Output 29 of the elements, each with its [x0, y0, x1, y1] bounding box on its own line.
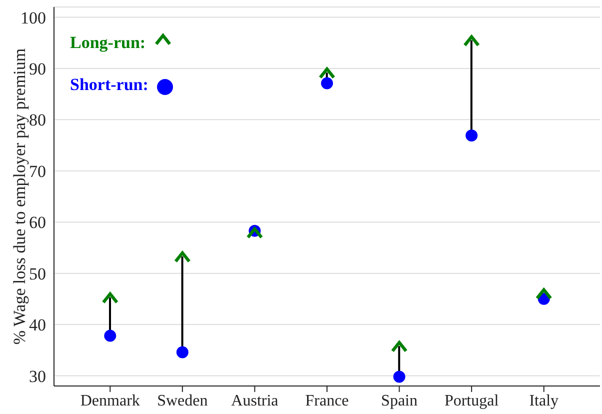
y-tick-label: 90 — [29, 59, 46, 78]
y-tick-label: 70 — [29, 162, 46, 181]
y-tick-label: 50 — [29, 264, 46, 284]
x-tick-label: Denmark — [80, 392, 140, 410]
point — [174, 250, 190, 262]
legend-label: Short-run: — [70, 75, 148, 95]
x-tick-label: France — [305, 392, 349, 410]
legend-label: Long-run: — [70, 33, 146, 53]
point — [176, 346, 188, 358]
point — [464, 34, 480, 46]
y-tick-label: 100 — [20, 8, 46, 28]
x-tick-label: Italy — [529, 392, 559, 410]
y-axis-title: % Wage loss due to employer pay premium — [10, 48, 30, 345]
point — [391, 340, 408, 352]
x-tick-label: Portugal — [444, 392, 500, 410]
y-tick-label: 40 — [29, 316, 46, 335]
x-tick-label: Austria — [231, 392, 278, 410]
y-tick-label: 30 — [29, 366, 46, 386]
point — [393, 370, 406, 383]
point — [102, 291, 118, 304]
point — [466, 130, 478, 142]
x-tick-label: Sweden — [157, 392, 208, 410]
y-tick-label: 80 — [29, 110, 46, 130]
point — [104, 330, 116, 342]
point — [536, 287, 552, 300]
y-tick-label: 60 — [29, 213, 46, 232]
x-tick-label: Spain — [381, 392, 418, 410]
point — [321, 77, 333, 90]
point — [319, 66, 335, 79]
